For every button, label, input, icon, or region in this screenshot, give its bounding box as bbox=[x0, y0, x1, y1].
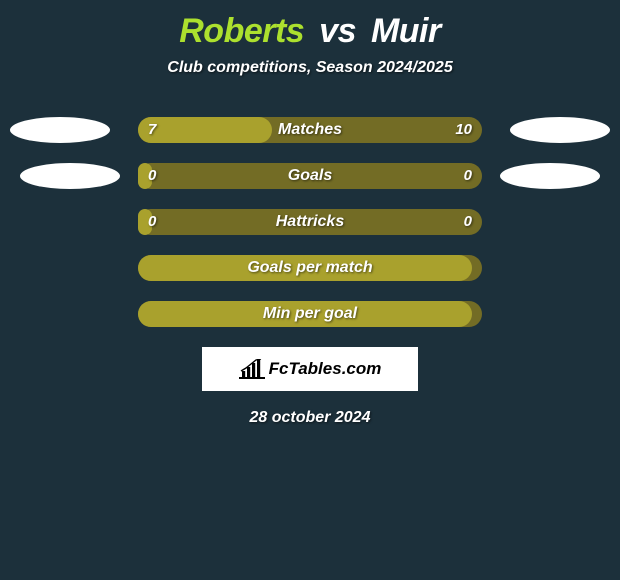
stat-row: Goals per match bbox=[0, 255, 620, 281]
player1-marker bbox=[20, 163, 120, 189]
player2-marker bbox=[500, 163, 600, 189]
player2-marker bbox=[510, 117, 610, 143]
bar-label: Goals bbox=[138, 163, 482, 189]
vs-text: vs bbox=[319, 12, 356, 50]
stat-rows: 710Matches 00Goals 00Hattricks Goals per ma… bbox=[0, 117, 620, 327]
player1-marker bbox=[10, 117, 110, 143]
bar-label: Hattricks bbox=[138, 209, 482, 235]
logo-text: FcTables.com bbox=[269, 359, 382, 379]
bar-label: Matches bbox=[138, 117, 482, 143]
subtitle: Club competitions, Season 2024/2025 bbox=[0, 59, 620, 77]
stat-row: 710Matches bbox=[0, 117, 620, 143]
site-logo: FcTables.com bbox=[239, 359, 382, 379]
player1-name: Roberts bbox=[179, 12, 304, 50]
date-text: 28 october 2024 bbox=[0, 409, 620, 427]
bar-label: Min per goal bbox=[138, 301, 482, 327]
page-title: Roberts vs Muir bbox=[0, 0, 620, 59]
chart-icon bbox=[239, 359, 265, 379]
stat-row: 00Goals bbox=[0, 163, 620, 189]
player2-name: Muir bbox=[371, 12, 441, 50]
stat-row: Min per goal bbox=[0, 301, 620, 327]
stat-row: 00Hattricks bbox=[0, 209, 620, 235]
logo-box: FcTables.com bbox=[202, 347, 418, 391]
bar-label: Goals per match bbox=[138, 255, 482, 281]
